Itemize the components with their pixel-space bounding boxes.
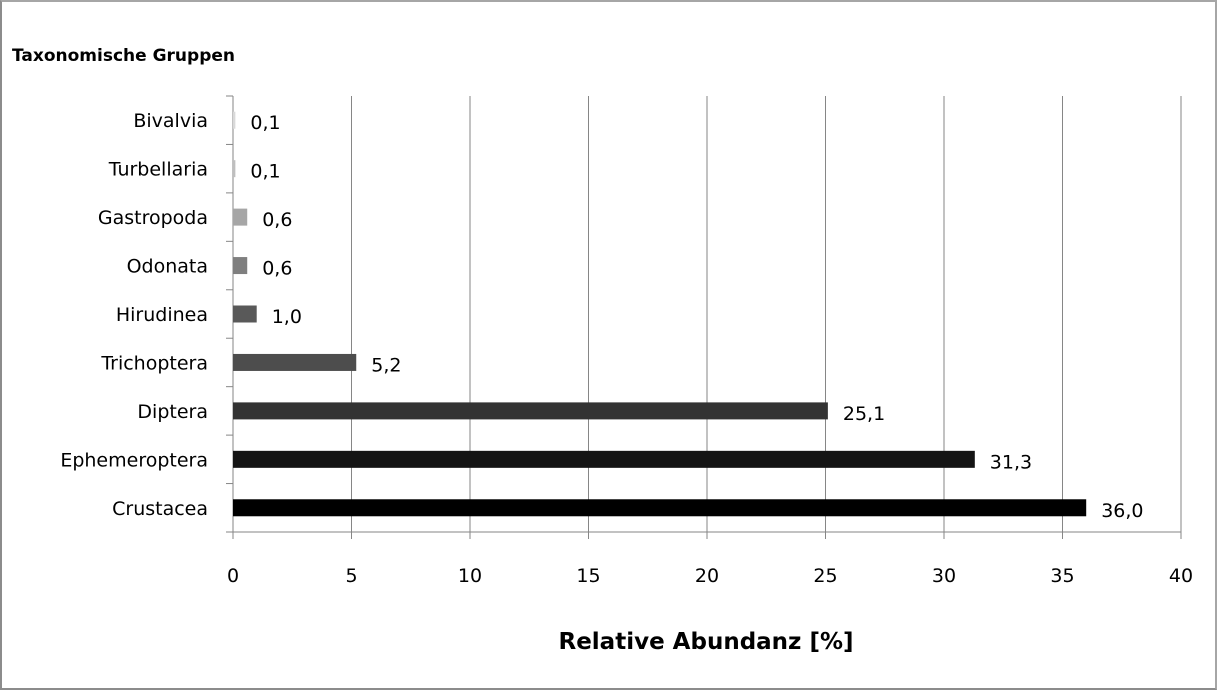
gridlines <box>351 96 1182 532</box>
x-tick-label-30: 30 <box>932 565 956 587</box>
bar-odonata <box>233 257 248 275</box>
category-label-crustacea: Crustacea <box>112 498 208 520</box>
x-tick-label-35: 35 <box>1050 565 1074 587</box>
x-tick-label-5: 5 <box>345 565 357 587</box>
x-tick-label-0: 0 <box>227 565 239 587</box>
category-label-bivalvia: Bivalvia <box>133 110 208 132</box>
value-label-crustacea: 36,0 <box>1101 500 1143 522</box>
category-label-hirudinea: Hirudinea <box>116 304 208 326</box>
bar-turbellaria <box>233 160 236 178</box>
bar-ephemeroptera <box>233 450 975 468</box>
bar-bivalvia <box>233 111 236 129</box>
value-label-ephemeroptera: 31,3 <box>990 451 1032 473</box>
value-label-trichoptera: 5,2 <box>371 354 401 376</box>
y-axis-title: Taxonomische Gruppen <box>12 46 235 66</box>
x-tick-label-40: 40 <box>1169 565 1193 587</box>
bar-hirudinea <box>233 305 257 323</box>
bar-crustacea <box>233 499 1087 517</box>
x-tick-label-25: 25 <box>813 565 837 587</box>
category-label-ephemeroptera: Ephemeroptera <box>60 449 208 471</box>
x-tick-label-20: 20 <box>695 565 719 587</box>
category-label-trichoptera: Trichoptera <box>100 352 208 374</box>
bar-gastropoda <box>233 208 248 226</box>
x-tick-label-10: 10 <box>458 565 482 587</box>
bar-diptera <box>233 402 828 420</box>
category-label-odonata: Odonata <box>127 256 208 278</box>
value-label-gastropoda: 0,6 <box>262 209 292 231</box>
bars <box>233 111 1087 517</box>
labels: 0 5 10 15 20 25 30 35 40 Crustacea 36,0 Ephemeropte… <box>60 110 1193 587</box>
axes <box>226 95 1182 539</box>
value-label-bivalvia: 0,1 <box>250 112 280 134</box>
value-label-diptera: 25,1 <box>843 403 885 425</box>
bar-trichoptera <box>233 353 357 371</box>
x-axis-title: Relative Abundanz [%] <box>558 629 853 655</box>
category-label-gastropoda: Gastropoda <box>98 207 208 229</box>
value-label-odonata: 0,6 <box>262 258 292 280</box>
x-tick-label-15: 15 <box>576 565 600 587</box>
category-label-diptera: Diptera <box>137 401 208 423</box>
value-label-hirudinea: 1,0 <box>272 306 302 328</box>
category-label-turbellaria: Turbellaria <box>108 159 208 181</box>
value-label-turbellaria: 0,1 <box>250 161 280 183</box>
